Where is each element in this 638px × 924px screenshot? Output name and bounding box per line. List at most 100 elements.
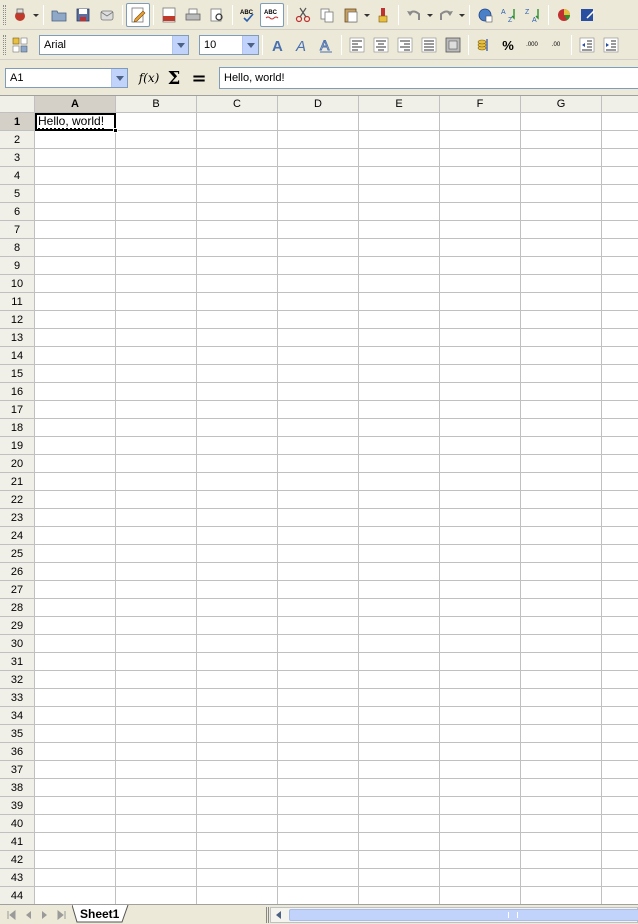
- cut-icon[interactable]: [291, 3, 315, 27]
- first-sheet-button[interactable]: [3, 908, 19, 922]
- toolbar-grip[interactable]: [3, 5, 6, 25]
- edit-mode-icon[interactable]: [126, 3, 150, 27]
- row-header-31[interactable]: 31: [0, 653, 35, 671]
- row-header-6[interactable]: 6: [0, 203, 35, 221]
- row-header-11[interactable]: 11: [0, 293, 35, 311]
- chevron-down-icon[interactable]: [172, 36, 188, 54]
- row-header-27[interactable]: 27: [0, 581, 35, 599]
- tab-split-handle[interactable]: [266, 907, 269, 923]
- row-header-26[interactable]: 26: [0, 563, 35, 581]
- column-header-partial[interactable]: [602, 96, 638, 113]
- undo-icon[interactable]: [402, 3, 426, 27]
- new-icon[interactable]: [8, 3, 32, 27]
- merge-cells-icon[interactable]: [441, 33, 465, 57]
- scroll-left-button[interactable]: [271, 908, 287, 922]
- row-header-18[interactable]: 18: [0, 419, 35, 437]
- row-header-34[interactable]: 34: [0, 707, 35, 725]
- row-header-1[interactable]: 1: [0, 113, 35, 131]
- row-header-10[interactable]: 10: [0, 275, 35, 293]
- row-header-32[interactable]: 32: [0, 671, 35, 689]
- row-header-25[interactable]: 25: [0, 545, 35, 563]
- email-icon[interactable]: [95, 3, 119, 27]
- fill-handle[interactable]: [113, 128, 118, 133]
- row-header-16[interactable]: 16: [0, 383, 35, 401]
- open-icon[interactable]: [47, 3, 71, 27]
- italic-icon[interactable]: A: [290, 33, 314, 57]
- row-header-36[interactable]: 36: [0, 743, 35, 761]
- row-header-20[interactable]: 20: [0, 455, 35, 473]
- last-sheet-button[interactable]: [54, 908, 70, 922]
- paste-dropdown-arrow[interactable]: [363, 3, 371, 27]
- row-header-22[interactable]: 22: [0, 491, 35, 509]
- paste-icon[interactable]: [339, 3, 363, 27]
- row-header-15[interactable]: 15: [0, 365, 35, 383]
- redo-icon[interactable]: [434, 3, 458, 27]
- column-header-f[interactable]: F: [440, 96, 521, 113]
- align-right-icon[interactable]: [393, 33, 417, 57]
- align-left-icon[interactable]: [345, 33, 369, 57]
- row-header-39[interactable]: 39: [0, 797, 35, 815]
- row-header-33[interactable]: 33: [0, 689, 35, 707]
- row-header-40[interactable]: 40: [0, 815, 35, 833]
- prev-sheet-button[interactable]: [20, 908, 36, 922]
- remove-decimal-button[interactable]: .00: [544, 33, 568, 57]
- row-header-12[interactable]: 12: [0, 311, 35, 329]
- function-button[interactable]: =: [188, 67, 210, 89]
- chevron-down-icon[interactable]: [111, 69, 127, 87]
- function-wizard-button[interactable]: f(x): [138, 67, 160, 89]
- row-header-38[interactable]: 38: [0, 779, 35, 797]
- percent-button[interactable]: %: [496, 33, 520, 57]
- autospellcheck-icon[interactable]: ABC: [260, 3, 284, 27]
- column-header-e[interactable]: E: [359, 96, 440, 113]
- row-header-13[interactable]: 13: [0, 329, 35, 347]
- column-header-d[interactable]: D: [278, 96, 359, 113]
- next-sheet-button[interactable]: [37, 908, 53, 922]
- row-header-23[interactable]: 23: [0, 509, 35, 527]
- sheet-tab[interactable]: Sheet1: [72, 905, 132, 923]
- increase-indent-icon[interactable]: [599, 33, 623, 57]
- row-header-28[interactable]: 28: [0, 599, 35, 617]
- add-decimal-button[interactable]: .000: [520, 33, 544, 57]
- row-header-14[interactable]: 14: [0, 347, 35, 365]
- column-header-b[interactable]: B: [116, 96, 197, 113]
- new-dropdown-arrow[interactable]: [32, 3, 40, 27]
- copy-icon[interactable]: [315, 3, 339, 27]
- row-header-4[interactable]: 4: [0, 167, 35, 185]
- row-header-30[interactable]: 30: [0, 635, 35, 653]
- select-all-corner[interactable]: [0, 96, 35, 113]
- spellcheck-icon[interactable]: ABC: [236, 3, 260, 27]
- row-header-41[interactable]: 41: [0, 833, 35, 851]
- row-header-19[interactable]: 19: [0, 437, 35, 455]
- horizontal-scrollbar[interactable]: [270, 907, 638, 923]
- undo-dropdown-arrow[interactable]: [426, 3, 434, 27]
- print-icon[interactable]: [181, 3, 205, 27]
- row-header-24[interactable]: 24: [0, 527, 35, 545]
- export-pdf-icon[interactable]: [157, 3, 181, 27]
- row-header-42[interactable]: 42: [0, 851, 35, 869]
- column-header-c[interactable]: C: [197, 96, 278, 113]
- row-header-8[interactable]: 8: [0, 239, 35, 257]
- styles-formatting-icon[interactable]: [8, 33, 32, 57]
- format-paintbrush-icon[interactable]: [371, 3, 395, 27]
- cell-area[interactable]: [35, 113, 638, 904]
- underline-icon[interactable]: A: [314, 33, 338, 57]
- row-header-37[interactable]: 37: [0, 761, 35, 779]
- row-header-17[interactable]: 17: [0, 401, 35, 419]
- redo-dropdown-arrow[interactable]: [458, 3, 466, 27]
- name-box[interactable]: A1: [5, 68, 128, 88]
- row-header-44[interactable]: 44: [0, 887, 35, 904]
- row-header-5[interactable]: 5: [0, 185, 35, 203]
- draw-functions-icon[interactable]: [576, 3, 600, 27]
- column-header-a[interactable]: A: [35, 96, 116, 113]
- row-header-9[interactable]: 9: [0, 257, 35, 275]
- print-preview-icon[interactable]: [205, 3, 229, 27]
- row-header-35[interactable]: 35: [0, 725, 35, 743]
- row-header-29[interactable]: 29: [0, 617, 35, 635]
- chart-icon[interactable]: [552, 3, 576, 27]
- align-center-icon[interactable]: [369, 33, 393, 57]
- row-header-21[interactable]: 21: [0, 473, 35, 491]
- font-name-combo[interactable]: Arial: [39, 35, 189, 55]
- row-header-43[interactable]: 43: [0, 869, 35, 887]
